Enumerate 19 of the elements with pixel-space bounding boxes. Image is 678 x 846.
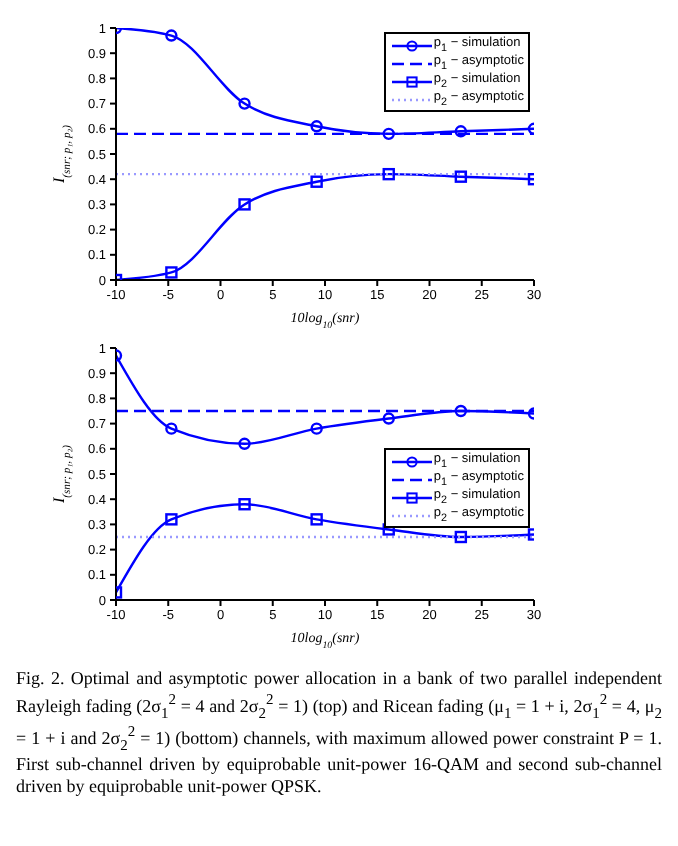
point	[238, 198, 251, 211]
point	[310, 175, 323, 188]
point	[165, 513, 178, 526]
point	[310, 120, 323, 133]
point	[165, 422, 178, 435]
point	[165, 266, 178, 279]
point	[382, 412, 395, 425]
point	[454, 530, 468, 544]
point	[238, 437, 251, 450]
point	[310, 422, 323, 435]
point	[238, 498, 251, 511]
point	[238, 97, 251, 110]
point	[382, 127, 395, 141]
point	[454, 170, 468, 183]
point	[165, 29, 178, 42]
point	[310, 513, 323, 526]
text: Fig. 2. Optimal and asymptotic power allocation in a bank of two parallel independent Rayleigh fading (2σ$_{1}$$^{2}$ = 4 and 2σ$_{2}$$^{2}$ = 1) (top) and Ricean fading (μ$_{1}$ = 1 + i, 2σ$_{1}$$^{2}$ = 4, μ$_{2}$ = 1 + i and 2σ$_{2}$$^{2}$ = 1) (bottom) channels, with maximum allowed power constraint P = 1. First sub-channel driven by equiprobable unit-power 16-QAM and second sub-channel driven by equiprobable unit-power QPSK.	[16, 668, 662, 796]
point	[382, 167, 395, 181]
point	[454, 404, 468, 418]
